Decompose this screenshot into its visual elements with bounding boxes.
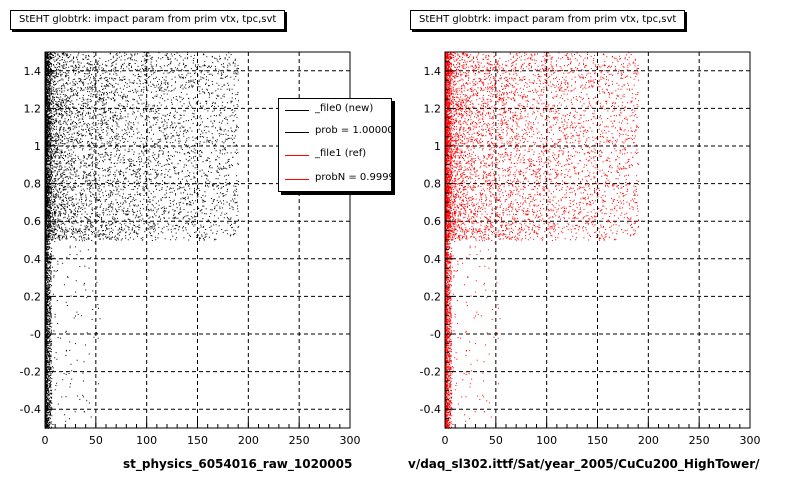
y-tick-label: 1.4 xyxy=(24,65,42,78)
y-tick-label: 0.4 xyxy=(424,253,442,266)
y-tick-label: -0.2 xyxy=(420,366,441,379)
legend-label: prob = 1.000000 xyxy=(315,125,392,136)
right-scatter-plot: 0 50 100 150 200 250 300 -0.4 -0.2 -0 0.2 0.4 0.6 0.8… xyxy=(420,51,761,447)
scatter-points xyxy=(445,52,640,429)
y-tick-label: -0.4 xyxy=(420,403,441,416)
y-tick-label: 0.6 xyxy=(424,215,442,228)
y-tick-label: 1.4 xyxy=(424,65,442,78)
y-tick-label: 1 xyxy=(34,140,41,153)
right-plot-title: StEHT globtrk: impact param from prim vt… xyxy=(410,10,686,30)
x-tick-label: 300 xyxy=(740,434,761,447)
legend-label: _file1 (ref) xyxy=(315,148,367,159)
x-tick-label: 300 xyxy=(340,434,361,447)
left-plot-title: StEHT globtrk: impact param from prim vt… xyxy=(10,10,286,30)
x-tick-label: 100 xyxy=(536,434,557,447)
legend-label: probN = 0.999999 xyxy=(315,172,391,183)
legend-entry-file0: _file0 (new) xyxy=(279,101,391,119)
y-tick-label: 0.8 xyxy=(24,178,42,191)
y-tick-label: -0.4 xyxy=(20,403,41,416)
x-tick-label: 0 xyxy=(442,434,449,447)
y-tick-label: 0.6 xyxy=(24,215,42,228)
legend-swatch xyxy=(285,155,309,156)
x-tick-label: 200 xyxy=(638,434,659,447)
x-tick-label: 150 xyxy=(187,434,208,447)
x-tick-label: 100 xyxy=(136,434,157,447)
point-cloud xyxy=(445,52,640,429)
legend-swatch xyxy=(285,110,309,111)
y-tick-label: 1 xyxy=(434,140,441,153)
right-x-axis-label: v/daq_sl302.ittf/Sat/year_2005/CuCu200_H… xyxy=(408,457,760,471)
x-tick-label: 0 xyxy=(42,434,49,447)
y-tick-label: 0.4 xyxy=(24,253,42,266)
y-tick-label: 1.2 xyxy=(24,102,42,115)
x-tick-label: 250 xyxy=(289,434,310,447)
legend-entry-prob: prob = 1.000000 xyxy=(279,123,392,141)
y-tick-label: 1.2 xyxy=(424,102,442,115)
y-tick-label: -0.2 xyxy=(20,366,41,379)
point-cloud xyxy=(45,52,240,429)
legend-label: _file0 (new) xyxy=(315,103,374,114)
x-tick-label: 150 xyxy=(587,434,608,447)
y-tick-label: -0 xyxy=(30,328,41,341)
y-tick-label: -0 xyxy=(430,328,441,341)
x-tick-label: 50 xyxy=(489,434,503,447)
x-tick-label: 200 xyxy=(238,434,259,447)
left-scatter-plot: 0 50 100 150 200 250 300 -0.4 -0.2 -0 0.2 0.4 0.6 0.8… xyxy=(20,51,361,447)
y-tick-label: 0.2 xyxy=(24,290,42,303)
legend-box: _file0 (new) prob = 1.000000 _file1 (ref… xyxy=(278,98,392,192)
legend-entry-file1: _file1 (ref) xyxy=(279,146,391,164)
scatter-points xyxy=(45,52,240,429)
y-tick-label: 0.8 xyxy=(424,178,442,191)
legend-swatch xyxy=(285,132,309,133)
x-tick-label: 50 xyxy=(89,434,103,447)
left-x-axis-label: st_physics_6054016_raw_1020005 xyxy=(123,457,353,471)
legend-entry-probn: probN = 0.999999 xyxy=(279,170,391,188)
x-tick-label: 250 xyxy=(689,434,710,447)
legend-swatch xyxy=(285,179,309,180)
y-tick-label: 0.2 xyxy=(424,290,442,303)
